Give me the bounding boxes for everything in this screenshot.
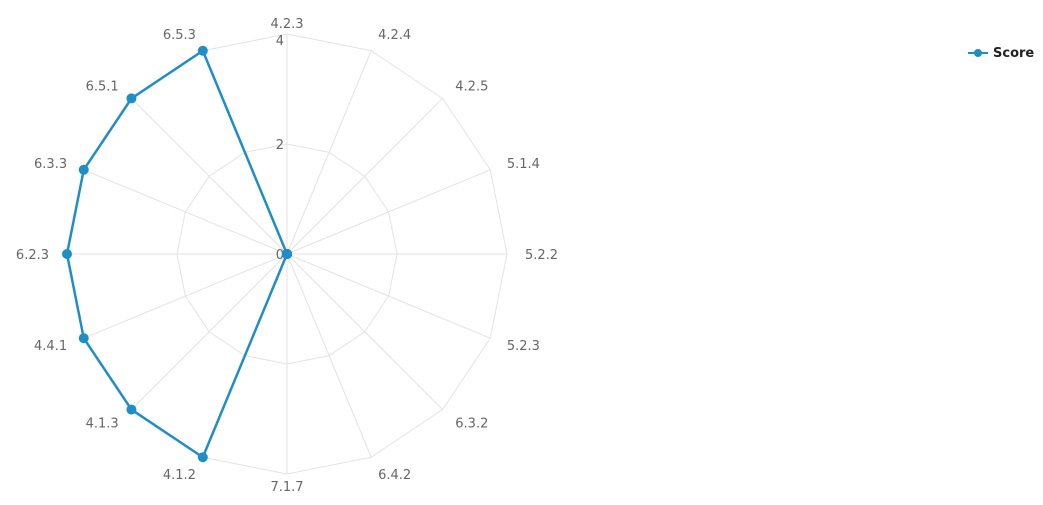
category-label: 4.2.5 xyxy=(455,80,488,95)
legend-item-score[interactable]: Score xyxy=(968,45,1034,61)
category-label: 5.2.2 xyxy=(525,248,558,263)
legend-line-marker-icon xyxy=(968,45,988,61)
grid-spoke xyxy=(83,169,288,255)
grid-spoke xyxy=(286,253,491,339)
data-point[interactable] xyxy=(78,333,89,344)
data-point[interactable] xyxy=(197,452,208,463)
category-label: 5.2.3 xyxy=(507,339,540,354)
category-label: 4.4.1 xyxy=(34,339,67,354)
legend-label: Score xyxy=(993,45,1035,61)
data-point[interactable] xyxy=(62,249,72,259)
grid-spoke xyxy=(286,50,372,255)
data-point[interactable] xyxy=(282,249,292,259)
tick-label: 4 xyxy=(276,34,284,49)
category-label: 6.2.3 xyxy=(16,248,49,263)
category-label: 4.1.3 xyxy=(86,416,119,431)
radial-tick-labels: 0 2 4 xyxy=(276,34,284,263)
category-label: 6.3.2 xyxy=(455,416,488,431)
grid-spoke xyxy=(286,253,443,410)
category-label: 7.1.7 xyxy=(270,480,303,495)
grid-spoke xyxy=(286,253,372,458)
tick-label: 0 xyxy=(276,248,284,263)
tick-label: 2 xyxy=(276,138,284,153)
category-labels: 4.2.3 4.2.4 4.2.5 5.1.4 5.2.2 5.2.3 6.3.2 6.4.2… xyxy=(16,17,558,495)
legend-dot xyxy=(974,49,982,57)
grid-spoke xyxy=(83,253,288,339)
data-point[interactable] xyxy=(126,404,137,415)
category-label: 6.3.3 xyxy=(34,157,67,172)
grid-spoke xyxy=(131,253,288,410)
grid-spoke xyxy=(286,98,443,255)
category-label: 4.2.4 xyxy=(378,28,411,43)
grid-spoke xyxy=(286,169,491,255)
category-label: 5.1.4 xyxy=(507,157,540,172)
data-point[interactable] xyxy=(197,45,208,56)
data-point[interactable] xyxy=(126,93,137,104)
category-label: 4.1.2 xyxy=(163,468,196,483)
category-label: 6.4.2 xyxy=(378,468,411,483)
category-label: 4.2.3 xyxy=(270,17,303,32)
series-score[interactable] xyxy=(62,45,292,463)
grid-spoke xyxy=(131,98,288,255)
data-point[interactable] xyxy=(78,164,89,175)
category-label: 6.5.3 xyxy=(163,28,196,43)
category-label: 6.5.1 xyxy=(86,80,119,95)
